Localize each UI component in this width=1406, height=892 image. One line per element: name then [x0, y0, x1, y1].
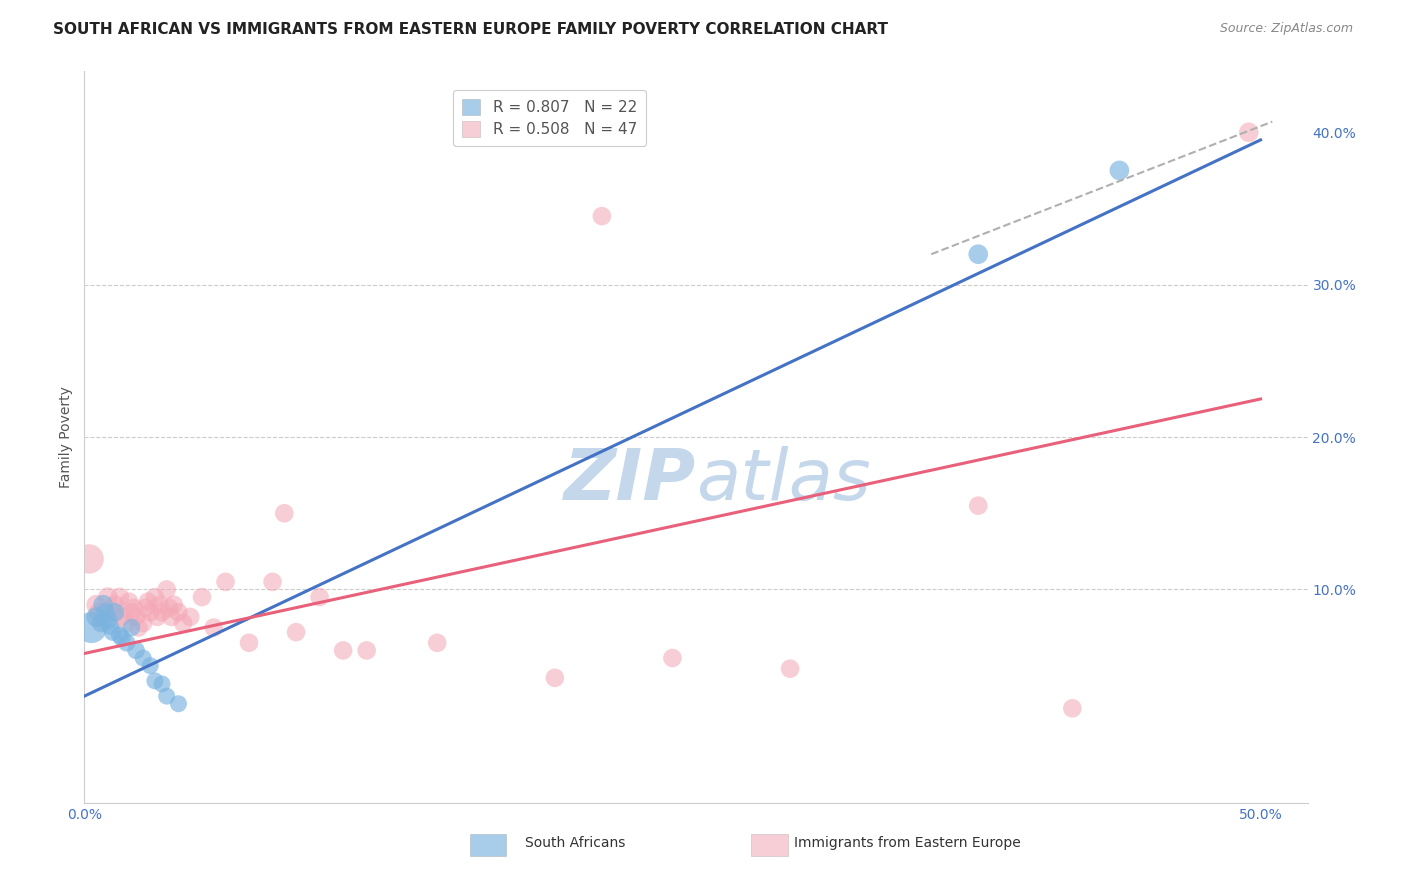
Point: [163, 598, 186, 612]
Point: [1062, 701, 1084, 715]
Point: [127, 621, 149, 635]
Text: atlas: atlas: [696, 447, 870, 516]
Point: [214, 574, 236, 589]
Point: [146, 610, 169, 624]
Point: [94, 605, 117, 619]
Point: [149, 598, 172, 612]
Point: [143, 673, 166, 688]
Point: [135, 600, 157, 615]
Point: [160, 610, 183, 624]
Point: [150, 605, 173, 619]
Point: [90, 615, 112, 630]
Point: [108, 628, 131, 642]
Point: [967, 247, 990, 261]
Point: [111, 632, 134, 646]
Point: [167, 605, 190, 619]
Point: [125, 610, 148, 624]
Point: [98, 619, 121, 633]
Text: South Africans: South Africans: [524, 836, 626, 850]
Point: [115, 615, 138, 630]
Point: [356, 643, 378, 657]
Point: [101, 605, 124, 619]
Point: [80, 621, 103, 635]
Point: [84, 598, 107, 612]
Point: [157, 600, 180, 615]
Point: [104, 598, 127, 612]
Point: [661, 651, 683, 665]
Point: [238, 636, 260, 650]
Point: [426, 636, 449, 650]
Point: [122, 600, 145, 615]
Point: [332, 643, 354, 657]
Point: [285, 625, 308, 640]
Point: [111, 610, 134, 624]
Point: [143, 590, 166, 604]
Point: [139, 605, 162, 619]
Point: [101, 625, 124, 640]
Point: [273, 506, 295, 520]
Point: [779, 662, 801, 676]
Point: [191, 590, 214, 604]
Point: [591, 209, 613, 223]
Point: [84, 610, 107, 624]
Legend: R = 0.807   N = 22, R = 0.508   N = 47: R = 0.807 N = 22, R = 0.508 N = 47: [453, 90, 645, 146]
Point: [156, 689, 179, 703]
Point: [179, 610, 201, 624]
Point: [139, 658, 162, 673]
Text: Immigrants from Eastern Europe: Immigrants from Eastern Europe: [794, 836, 1021, 850]
Point: [120, 605, 142, 619]
Point: [87, 605, 110, 619]
FancyBboxPatch shape: [751, 834, 787, 856]
Point: [115, 636, 138, 650]
Point: [308, 590, 330, 604]
Point: [544, 671, 567, 685]
Point: [118, 594, 141, 608]
Text: ZIP: ZIP: [564, 447, 696, 516]
Y-axis label: Family Poverty: Family Poverty: [59, 386, 73, 488]
Point: [91, 598, 114, 612]
Point: [132, 651, 155, 665]
Point: [108, 590, 131, 604]
Point: [167, 697, 190, 711]
Text: SOUTH AFRICAN VS IMMIGRANTS FROM EASTERN EUROPE FAMILY POVERTY CORRELATION CHART: SOUTH AFRICAN VS IMMIGRANTS FROM EASTERN…: [53, 22, 889, 37]
Point: [967, 499, 990, 513]
Text: Source: ZipAtlas.com: Source: ZipAtlas.com: [1219, 22, 1353, 36]
FancyBboxPatch shape: [470, 834, 506, 856]
Point: [1108, 163, 1130, 178]
Point: [97, 613, 120, 627]
Point: [97, 590, 120, 604]
Point: [120, 621, 142, 635]
Point: [172, 615, 194, 630]
Point: [150, 677, 173, 691]
Point: [202, 621, 225, 635]
Point: [125, 643, 148, 657]
Point: [132, 615, 155, 630]
Point: [156, 582, 179, 597]
Point: [77, 552, 100, 566]
Point: [104, 605, 127, 619]
Point: [136, 594, 159, 608]
Point: [1237, 125, 1260, 139]
Point: [262, 574, 284, 589]
Point: [91, 613, 114, 627]
